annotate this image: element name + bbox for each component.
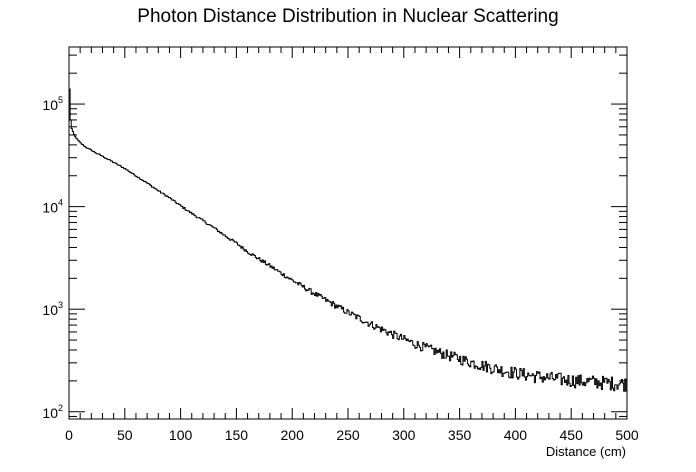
y-tick-label: 102 [42, 403, 63, 421]
x-tick-label: 350 [448, 427, 472, 443]
y-axis-tick-labels: 102 103 104 105 [42, 95, 63, 421]
x-tick-label: 300 [392, 427, 416, 443]
x-tick-label: 500 [615, 427, 639, 443]
x-tick-label: 450 [560, 427, 584, 443]
series-layer [69, 88, 627, 392]
histogram-series-line [69, 88, 627, 392]
y-tick-label: 103 [42, 300, 63, 318]
x-tick-label: 150 [225, 427, 249, 443]
x-tick-label: 50 [117, 427, 133, 443]
y-tick-label: 104 [42, 198, 63, 216]
x-tick-label: 200 [281, 427, 305, 443]
x-axis-ticks [68, 47, 628, 419]
x-axis-tick-labels: 0 50 100 150 200 250 300 350 400 450 500 [65, 427, 639, 443]
x-tick-label: 0 [65, 427, 73, 443]
chart-title: Photon Distance Distribution in Nuclear … [137, 6, 558, 27]
x-tick-label: 250 [336, 427, 360, 443]
y-tick-label: 105 [42, 95, 63, 113]
plot-frame [68, 46, 628, 420]
y-axis-ticks [69, 54, 627, 417]
x-axis-title: Distance (cm) [546, 444, 626, 459]
x-tick-label: 100 [169, 427, 193, 443]
x-tick-label: 400 [504, 427, 528, 443]
